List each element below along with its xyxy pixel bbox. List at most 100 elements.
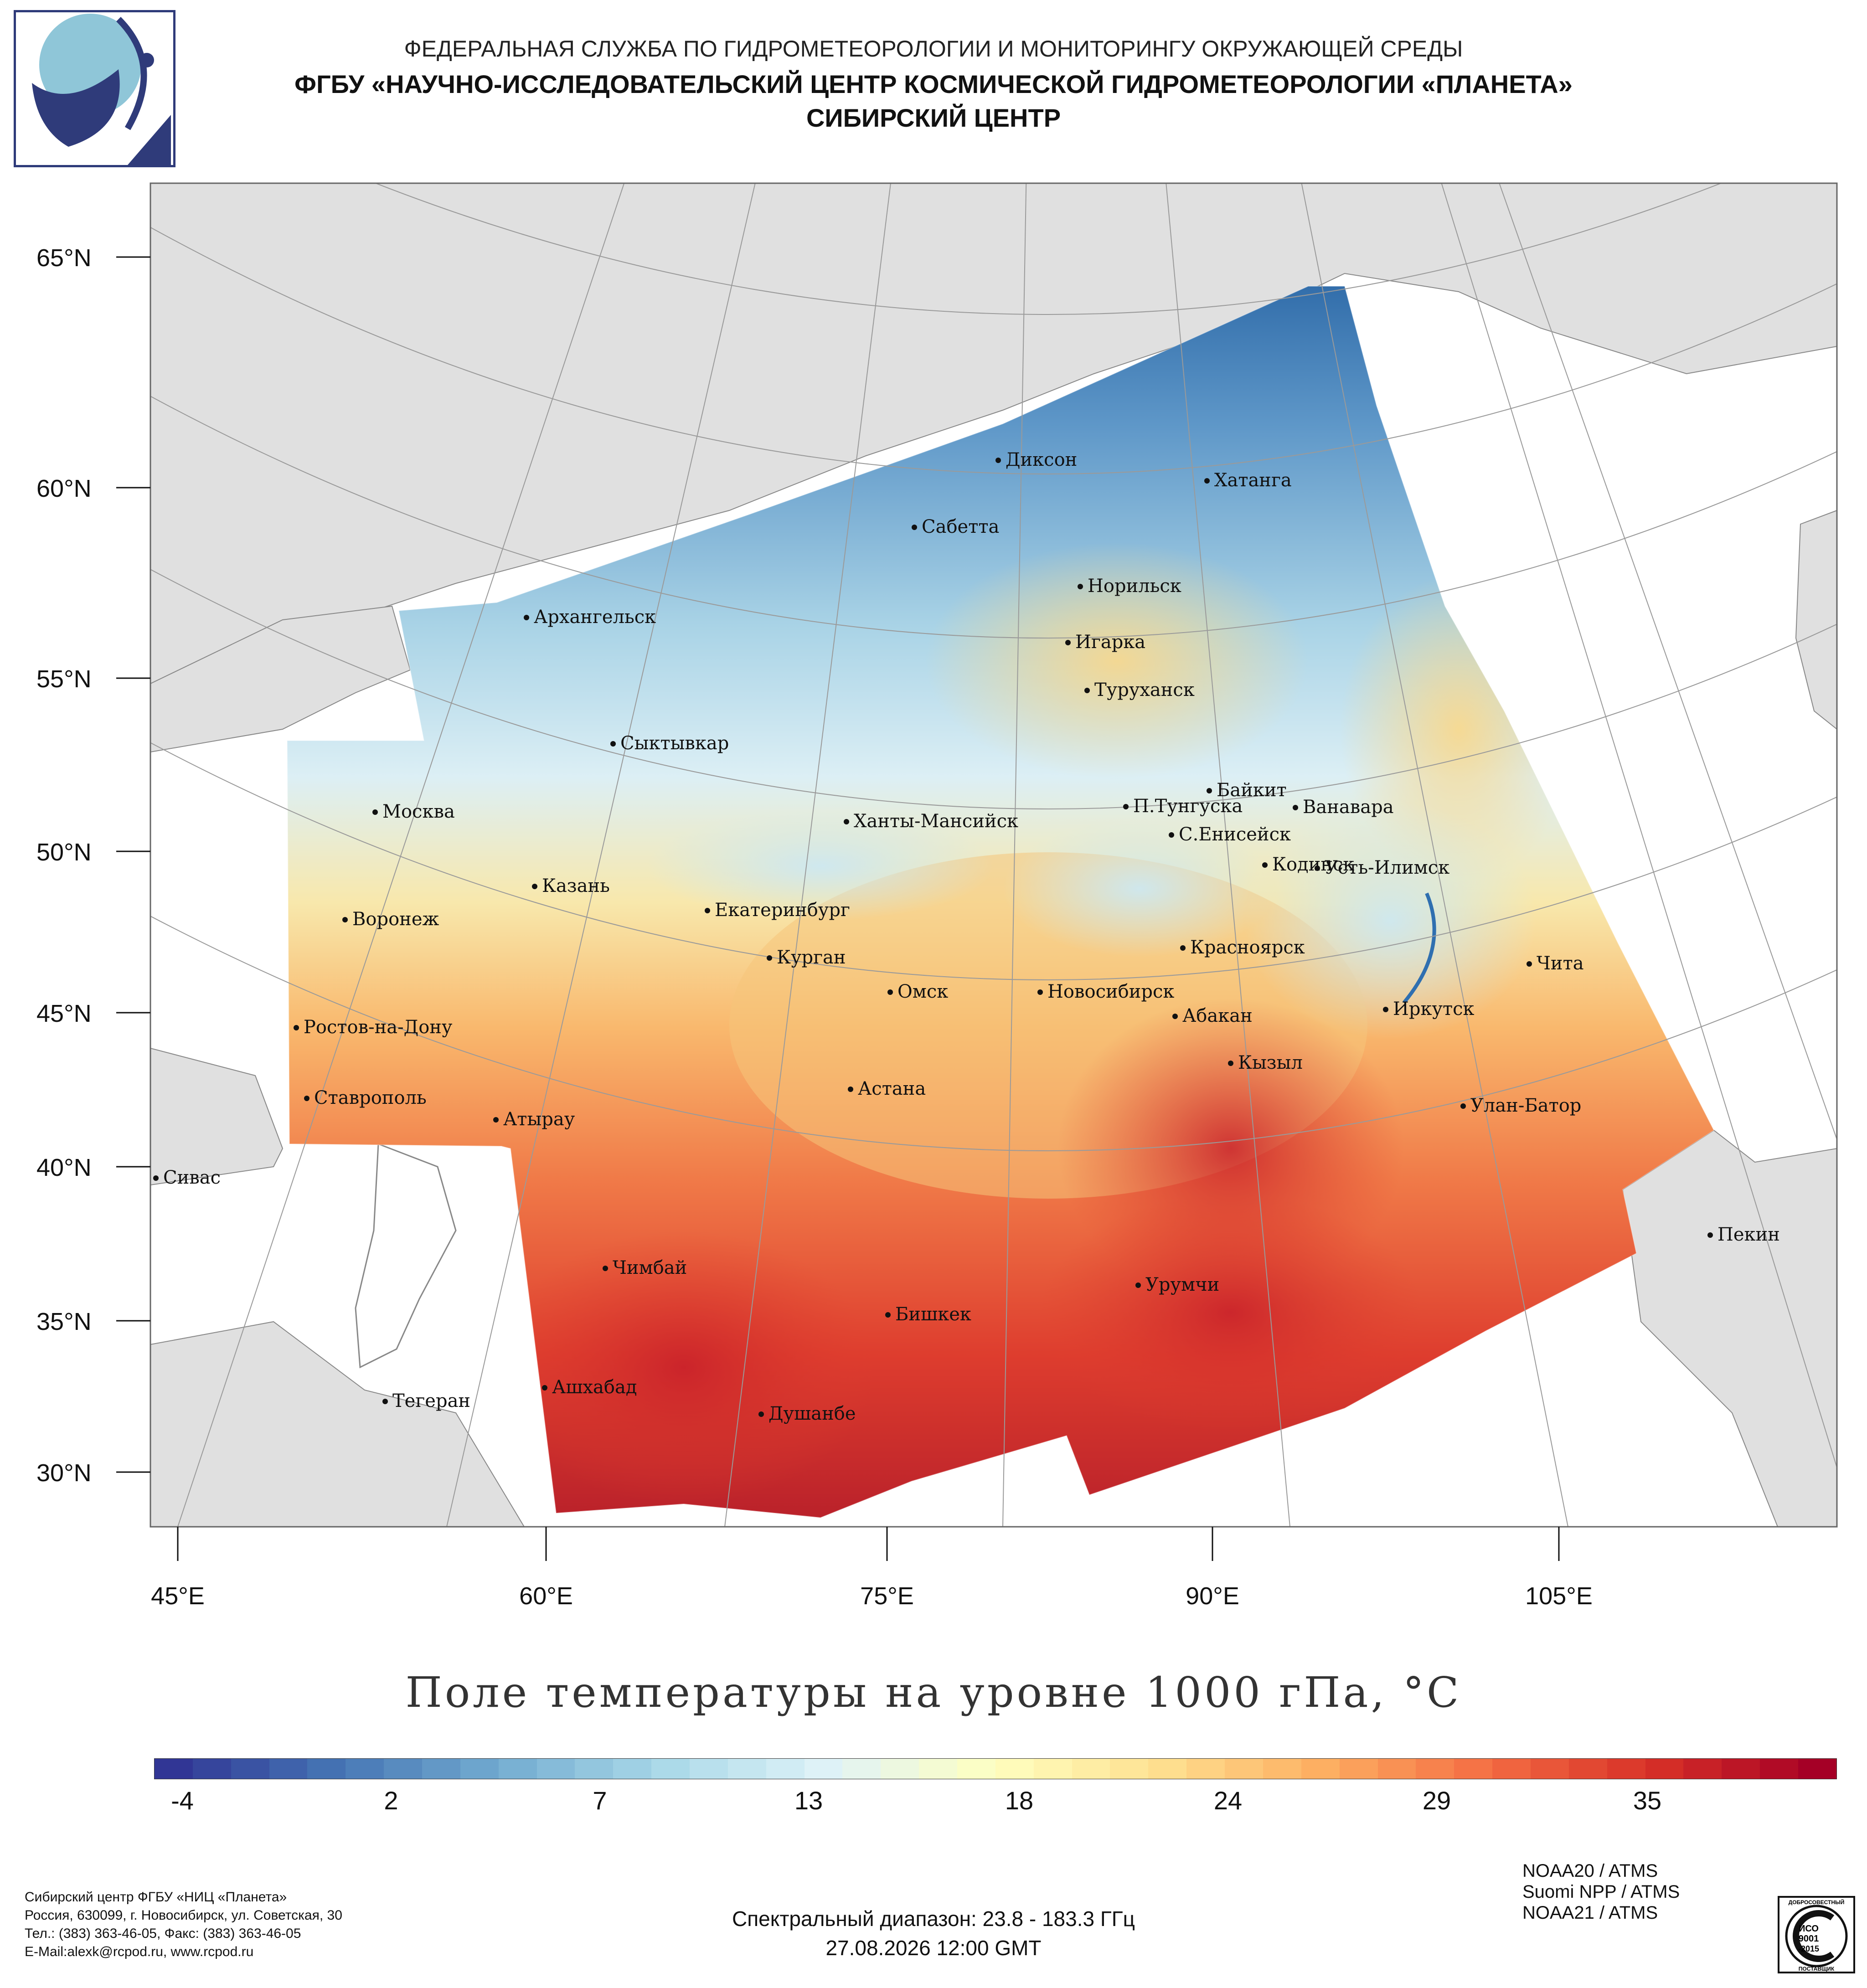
city-podkamennaya-tunguska: П.Тунгуска [1123, 796, 1243, 817]
lat-label-65: 65°N [36, 244, 92, 272]
svg-text:Душанбе: Душанбе [768, 1403, 856, 1424]
svg-text:Курган: Курган [777, 947, 846, 968]
svg-text:ИСО: ИСО [1799, 1924, 1819, 1934]
svg-text:Улан-Батор: Улан-Батор [1470, 1095, 1581, 1116]
svg-text:Усть-Илимск: Усть-Илимск [1325, 857, 1449, 878]
city-novosibirsk: Новосибирск [1037, 981, 1174, 1002]
colorbar-tick: 13 [794, 1786, 823, 1815]
svg-text:Бишкек: Бишкек [895, 1304, 971, 1325]
svg-text:Атырау: Атырау [503, 1109, 575, 1130]
map-frame [150, 182, 1838, 1528]
svg-text:Архангельск: Архангельск [534, 607, 656, 628]
colorbar-segment [1454, 1759, 1493, 1779]
svg-text:Ханты-Мансийск: Ханты-Мансийск [854, 811, 1018, 832]
satellite-item: NOAA20 / ATMS [1522, 1861, 1658, 1881]
header-agency: ФЕДЕРАЛЬНАЯ СЛУЖБА ПО ГИДРОМЕТЕОРОЛОГИИ … [404, 36, 1463, 62]
latitude-labels: 65°N 60°N 55°N 50°N 45°N 40°N 35°N 30°N [36, 244, 150, 1487]
city-abakan: Абакан [1172, 1005, 1253, 1026]
svg-text:Абакан: Абакан [1182, 1005, 1253, 1026]
svg-text:Урумчи: Урумчи [1145, 1274, 1219, 1295]
city-moscow: Москва [372, 801, 455, 822]
temperature-colorbar [154, 1758, 1837, 1779]
colorbar-segment [613, 1759, 652, 1779]
svg-text:Байкит: Байкит [1217, 780, 1287, 801]
colorbar-segment [766, 1759, 805, 1779]
city-stavropol: Ставрополь [304, 1087, 427, 1108]
colorbar-segment [1568, 1759, 1607, 1779]
city-vanavara: Ванавара [1293, 797, 1394, 818]
city-igarka: Игарка [1065, 632, 1145, 653]
caspian-sea [355, 1143, 457, 1369]
colorbar-segment [1492, 1759, 1531, 1779]
temperature-swath [287, 286, 1714, 1518]
city-krasnoyarsk: Красноярск [1180, 937, 1305, 958]
city-arkhangelsk: Архангельск [524, 607, 656, 628]
colorbar-segment [1186, 1759, 1225, 1779]
city-yekaterinburg: Екатеринбург [705, 900, 850, 921]
city-kurgan: Курган [767, 947, 846, 968]
city-chimbay: Чимбай [603, 1257, 687, 1278]
spectral-range: Спектральный диапазон: 23.8 - 183.3 ГГц [732, 1907, 1135, 1931]
colorbar-segment [1148, 1759, 1187, 1779]
colorbar-segment [575, 1759, 614, 1779]
city-markers: Диксон Хатанга Сабетта Норильск Архангел… [153, 449, 1780, 1424]
colorbar-segment [346, 1759, 384, 1779]
svg-text:Туруханск: Туруханск [1094, 680, 1195, 700]
footer-email: E-Mail:alexk@rcpod.ru, www.rcpod.ru [25, 1944, 254, 1959]
footer-address: Россия, 630099, г. Новосибирск, ул. Сове… [25, 1908, 342, 1923]
lat-label-40: 40°N [36, 1154, 92, 1181]
colorbar-segment [919, 1759, 958, 1779]
svg-text:Норильск: Норильск [1088, 576, 1181, 597]
city-sabetta: Сабетта [912, 516, 999, 537]
planeta-logo [14, 10, 175, 167]
svg-text:Пекин: Пекин [1717, 1224, 1780, 1245]
lon-label-60: 60°E [519, 1582, 573, 1610]
city-severo-yeniseysk: С.Енисейск [1169, 824, 1291, 845]
svg-text:Астана: Астана [858, 1078, 926, 1099]
lon-label-90: 90°E [1186, 1582, 1239, 1610]
city-astana: Астана [848, 1078, 926, 1099]
colorbar-segment [269, 1759, 308, 1779]
colorbar-segment [1225, 1759, 1263, 1779]
svg-text:Иркутск: Иркутск [1393, 999, 1475, 1020]
svg-text:Ростов-на-Дону: Ростов-на-Дону [304, 1017, 453, 1038]
lat-label-30: 30°N [36, 1459, 92, 1487]
colorbar-tick: 2 [384, 1786, 398, 1815]
svg-text:С.Енисейск: С.Енисейск [1179, 824, 1291, 845]
city-sivas: Сивас [153, 1167, 221, 1188]
lon-label-45: 45°E [151, 1582, 205, 1610]
svg-text:Тегеран: Тегеран [392, 1391, 470, 1411]
city-baykit: Байкит [1207, 780, 1287, 801]
colorbar-tick: -4 [171, 1786, 194, 1815]
lon-label-105: 105°E [1525, 1582, 1593, 1610]
city-khanty-mansiysk: Ханты-Мансийск [844, 811, 1018, 832]
colorbar-segment [155, 1759, 193, 1779]
colorbar-tick: 35 [1633, 1786, 1662, 1815]
svg-text:П.Тунгуска: П.Тунгуска [1133, 796, 1243, 817]
scandinavia-land [150, 605, 411, 753]
satellite-list: NOAA20 / ATMS Suomi NPP / ATMS NOAA21 / … [1522, 1860, 1680, 1923]
graticule [150, 183, 1837, 1527]
colorbar-segment [1263, 1759, 1301, 1779]
city-kodinsk: Кодинск [1262, 854, 1354, 875]
city-irkutsk: Иркутск [1383, 999, 1475, 1020]
iso-9001-badge: ДОБРОСОВЕСТНЫЙ ИСО 9001 -2015 ПОСТАВЩИК [1778, 1896, 1855, 1973]
colorbar-segment [1110, 1759, 1149, 1779]
svg-text:Кодинск: Кодинск [1272, 854, 1354, 875]
svg-text:Ставрополь: Ставрополь [314, 1087, 427, 1108]
city-ulaanbaatar: Улан-Батор [1460, 1095, 1581, 1116]
lat-label-35: 35°N [36, 1308, 92, 1335]
city-dikson: Диксон [995, 449, 1077, 470]
svg-text:Екатеринбург: Екатеринбург [715, 900, 850, 921]
colorbar-segment [1645, 1759, 1684, 1779]
svg-text:Омск: Омск [897, 981, 948, 1002]
turkey-iran-land [150, 1047, 525, 1527]
city-rostov-on-don: Ростов-на-Дону [294, 1017, 453, 1038]
map-frame-content [150, 183, 1837, 1527]
colorbar-segment [1033, 1759, 1072, 1779]
colorbar-tick: 24 [1213, 1786, 1243, 1815]
svg-text:ДОБРОСОВЕСТНЫЙ: ДОБРОСОВЕСТНЫЙ [1789, 1899, 1845, 1906]
svg-text:Сыктывкар: Сыктывкар [620, 733, 729, 754]
svg-text:Казань: Казань [542, 876, 610, 896]
colorbar-segment [1072, 1759, 1110, 1779]
